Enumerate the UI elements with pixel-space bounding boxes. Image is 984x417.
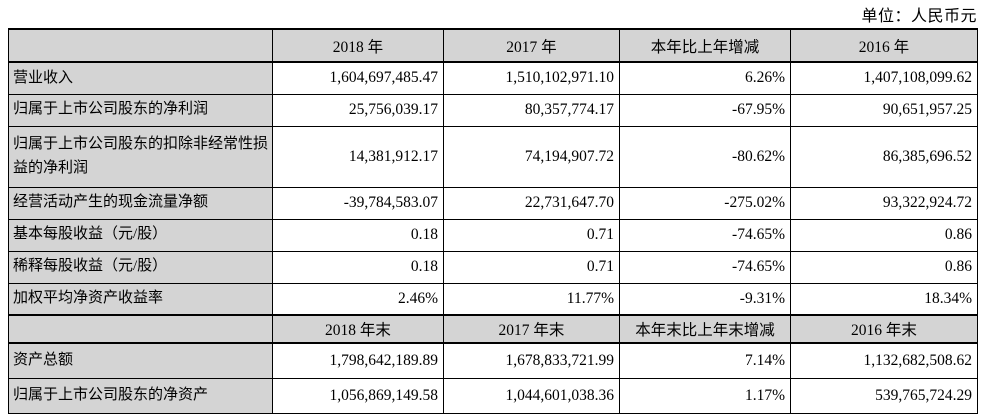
cell-2017: 0.71 — [443, 250, 620, 284]
table-row-net-assets: 归属于上市公司股东的净资产 1,056,869,149.58 1,044,601… — [8, 377, 978, 414]
year-end-header-row: 2018 年末 2017 年末 本年末比上年末增减 2016 年末 — [8, 314, 978, 344]
cell-2017: 1,678,833,721.99 — [443, 342, 620, 379]
cell-change: 1.17% — [619, 377, 791, 414]
column-header-2018: 2018 年 — [272, 28, 444, 63]
cell-2016: 539,765,724.29 — [790, 377, 978, 414]
cell-2017: 11.77% — [443, 282, 620, 316]
table-row-basic-eps: 基本每股收益（元/股） 0.18 0.71 -74.65% 0.86 — [8, 218, 978, 252]
table-row-net-profit: 归属于上市公司股东的净利润 25,756,039.17 80,357,774.1… — [8, 93, 978, 127]
row-label: 稀释每股收益（元/股） — [8, 250, 273, 284]
column-header-2018-end: 2018 年末 — [272, 314, 444, 344]
column-header-2017-end: 2017 年末 — [443, 314, 620, 344]
cell-2016: 90,651,957.25 — [790, 93, 978, 127]
table-row-diluted-eps: 稀释每股收益（元/股） 0.18 0.71 -74.65% 0.86 — [8, 250, 978, 284]
cell-2018: 0.18 — [272, 250, 444, 284]
cell-2018: -39,784,583.07 — [272, 186, 444, 220]
key-financial-data-table: 2018 年 2017 年 本年比上年增减 2016 年 营业收入 1,604,… — [8, 28, 978, 414]
cell-2018: 1,604,697,485.47 — [272, 61, 444, 95]
column-header-2017: 2017 年 — [443, 28, 620, 63]
cell-2017: 74,194,907.72 — [443, 125, 620, 188]
cell-2016: 93,322,924.72 — [790, 186, 978, 220]
cell-2017: 0.71 — [443, 218, 620, 252]
cell-2016: 86,385,696.52 — [790, 125, 978, 188]
cell-2016: 18.34% — [790, 282, 978, 316]
row-label: 基本每股收益（元/股） — [8, 218, 273, 252]
column-header-year-end-change: 本年末比上年末增减 — [619, 314, 791, 344]
cell-change: -275.02% — [619, 186, 791, 220]
cell-2017: 22,731,647.70 — [443, 186, 620, 220]
row-label: 营业收入 — [8, 61, 273, 95]
column-header-yoy-change: 本年比上年增减 — [619, 28, 791, 63]
cell-2018: 1,056,869,149.58 — [272, 377, 444, 414]
cell-change: -67.95% — [619, 93, 791, 127]
cell-2016: 1,407,108,099.62 — [790, 61, 978, 95]
cell-change: 6.26% — [619, 61, 791, 95]
cell-2017: 1,510,102,971.10 — [443, 61, 620, 95]
table-row-operating-cash-flow: 经营活动产生的现金流量净额 -39,784,583.07 22,731,647.… — [8, 186, 978, 220]
cell-change: 7.14% — [619, 342, 791, 379]
cell-change: -74.65% — [619, 250, 791, 284]
cell-2017: 80,357,774.17 — [443, 93, 620, 127]
row-label: 归属于上市公司股东的净资产 — [8, 377, 273, 414]
cell-2016: 0.86 — [790, 218, 978, 252]
table-row-total-assets: 资产总额 1,798,642,189.89 1,678,833,721.99 7… — [8, 342, 978, 379]
cell-change: -9.31% — [619, 282, 791, 316]
table-row-net-profit-excl-nonrecurring: 归属于上市公司股东的扣除非经常性损益的净利润 14,381,912.17 74,… — [8, 125, 978, 188]
column-header-2016-end: 2016 年末 — [790, 314, 978, 344]
header-blank — [8, 314, 273, 344]
row-label: 归属于上市公司股东的扣除非经常性损益的净利润 — [8, 125, 273, 188]
row-label: 加权平均净资产收益率 — [8, 282, 273, 316]
cell-2018: 25,756,039.17 — [272, 93, 444, 127]
table-row-operating-revenue: 营业收入 1,604,697,485.47 1,510,102,971.10 6… — [8, 61, 978, 95]
cell-2018: 1,798,642,189.89 — [272, 342, 444, 379]
row-label: 归属于上市公司股东的净利润 — [8, 93, 273, 127]
header-blank — [8, 28, 273, 63]
cell-2018: 2.46% — [272, 282, 444, 316]
cell-2016: 1,132,682,508.62 — [790, 342, 978, 379]
table-row-weighted-avg-roe: 加权平均净资产收益率 2.46% 11.77% -9.31% 18.34% — [8, 282, 978, 316]
cell-2017: 1,044,601,038.36 — [443, 377, 620, 414]
row-label: 资产总额 — [8, 342, 273, 379]
cell-2018: 14,381,912.17 — [272, 125, 444, 188]
annual-header-row: 2018 年 2017 年 本年比上年增减 2016 年 — [8, 28, 978, 63]
column-header-2016: 2016 年 — [790, 28, 978, 63]
cell-change: -80.62% — [619, 125, 791, 188]
cell-2018: 0.18 — [272, 218, 444, 252]
unit-label: 单位：人民币元 — [861, 8, 977, 25]
cell-change: -74.65% — [619, 218, 791, 252]
cell-2016: 0.86 — [790, 250, 978, 284]
row-label: 经营活动产生的现金流量净额 — [8, 186, 273, 220]
